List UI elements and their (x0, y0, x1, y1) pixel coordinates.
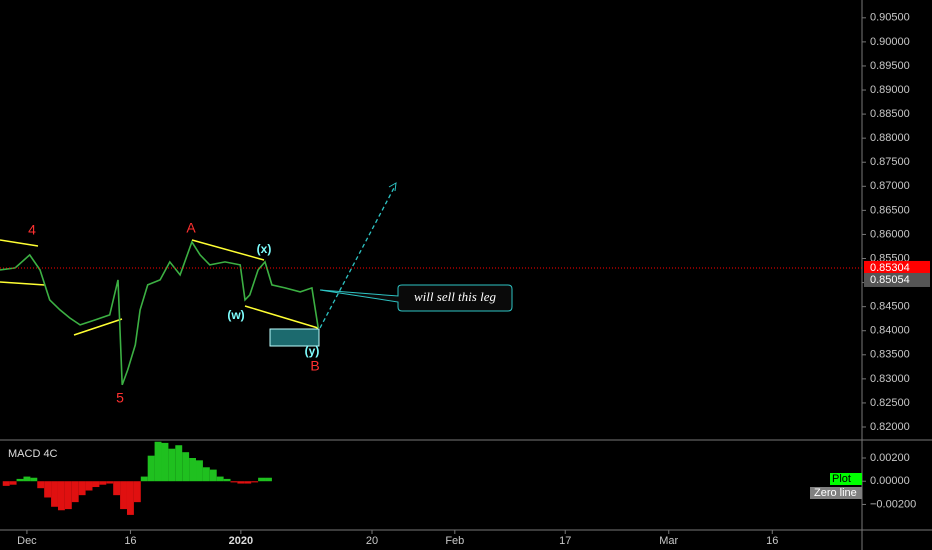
x-tick-label: 20 (366, 535, 378, 547)
histogram-bar (92, 481, 100, 488)
histogram-bar (99, 481, 107, 485)
histogram-bar (202, 467, 210, 482)
x-tick-label: 16 (124, 535, 136, 547)
histogram-bar (23, 476, 31, 482)
y-tick-label: 0.90000 (870, 36, 910, 48)
histogram-bar (85, 481, 93, 491)
y-tick-label: 0.83000 (870, 373, 910, 385)
last-price-label: 0.85304 (870, 262, 910, 274)
callout-text: will sell this leg (414, 289, 496, 304)
histogram-bar (265, 477, 272, 482)
legend-swatch (810, 487, 862, 499)
y-tick-label: 0.83500 (870, 349, 910, 361)
y-tick-label: 0.87000 (870, 180, 910, 192)
callout (319, 284, 513, 312)
histogram-bar (106, 481, 114, 484)
histogram-bar (154, 441, 162, 482)
macd-title: MACD 4C (8, 448, 58, 460)
y-tick-label: 0.86000 (870, 228, 910, 240)
target-zone (269, 328, 320, 347)
histogram-bar (71, 481, 79, 503)
histogram-bar (251, 481, 259, 483)
x-tick-label: Feb (445, 535, 464, 547)
y-tick-label: 0.00200 (870, 452, 910, 464)
histogram-bar (216, 476, 224, 482)
marker-price-tag (864, 272, 930, 287)
arrow-head (388, 182, 397, 192)
x-tick-label: Mar (659, 535, 678, 547)
histogram-bar (140, 476, 148, 482)
marker-price-label: 0.85054 (870, 274, 910, 286)
legend-label: Plot (832, 473, 851, 485)
wave-label: B (310, 358, 319, 374)
histogram-bar (175, 445, 183, 482)
histogram-bar (16, 478, 24, 482)
wave-label: (y) (305, 344, 320, 358)
histogram-bar (2, 481, 10, 486)
x-tick-label: 16 (766, 535, 778, 547)
price-line (0, 240, 319, 386)
histogram-bar (44, 481, 52, 498)
y-tick-label: −0.00200 (870, 498, 916, 510)
y-tick-label: 0.82000 (870, 421, 910, 433)
histogram-bar (161, 442, 169, 482)
wave-label: 4 (28, 222, 36, 238)
histogram-bar (120, 481, 127, 510)
histogram-bar (37, 481, 45, 489)
x-tick-label: 17 (559, 535, 571, 547)
last-price-tag (864, 260, 930, 275)
histogram-bar (133, 481, 141, 503)
y-tick-label: 0.89500 (870, 60, 910, 72)
histogram-bar (64, 481, 72, 510)
histogram-bar (30, 477, 38, 482)
histogram-bar (244, 481, 252, 484)
histogram-bar (196, 460, 203, 482)
trendline (191, 239, 265, 261)
histogram-bar (230, 481, 238, 483)
y-tick-label: 0.88000 (870, 132, 910, 144)
y-tick-label: 0.00000 (870, 475, 910, 487)
wave-label: A (186, 220, 196, 236)
histogram-bar (51, 481, 58, 507)
trendline (244, 305, 319, 329)
y-tick-label: 0.87500 (870, 156, 910, 168)
wave-label: (w) (227, 308, 244, 322)
legend-swatch (830, 473, 862, 485)
y-tick-label: 0.86500 (870, 204, 910, 216)
histogram-bar (147, 455, 155, 482)
histogram-bar (209, 469, 217, 482)
projection-arrow (319, 185, 396, 329)
histogram-bar (237, 481, 245, 484)
trendline (0, 281, 46, 286)
histogram-bar (9, 481, 17, 485)
y-tick-label: 0.90500 (870, 12, 910, 24)
wave-label: (x) (257, 242, 272, 256)
y-tick-label: 0.82500 (870, 397, 910, 409)
x-tick-label: 2020 (229, 535, 253, 547)
legend-label: Zero line (814, 487, 857, 499)
y-tick-label: 0.84000 (870, 325, 910, 337)
histogram-bar (78, 481, 86, 496)
y-tick-label: 0.84500 (870, 301, 910, 313)
y-tick-label: 0.88500 (870, 108, 910, 120)
y-tick-label: 0.89000 (870, 84, 910, 96)
trendline (0, 239, 39, 247)
histogram-bar (126, 481, 134, 515)
histogram-bar (57, 481, 65, 511)
histogram-bar (168, 448, 176, 482)
histogram-bar (182, 452, 190, 482)
histogram-bar (223, 478, 231, 482)
histogram-bar (258, 477, 266, 482)
x-tick-label: Dec (17, 535, 37, 547)
trendline (73, 318, 123, 336)
histogram-bar (189, 458, 197, 482)
trendlines (0, 239, 319, 336)
wave-label: 5 (116, 390, 124, 406)
histogram-bar (113, 481, 121, 496)
